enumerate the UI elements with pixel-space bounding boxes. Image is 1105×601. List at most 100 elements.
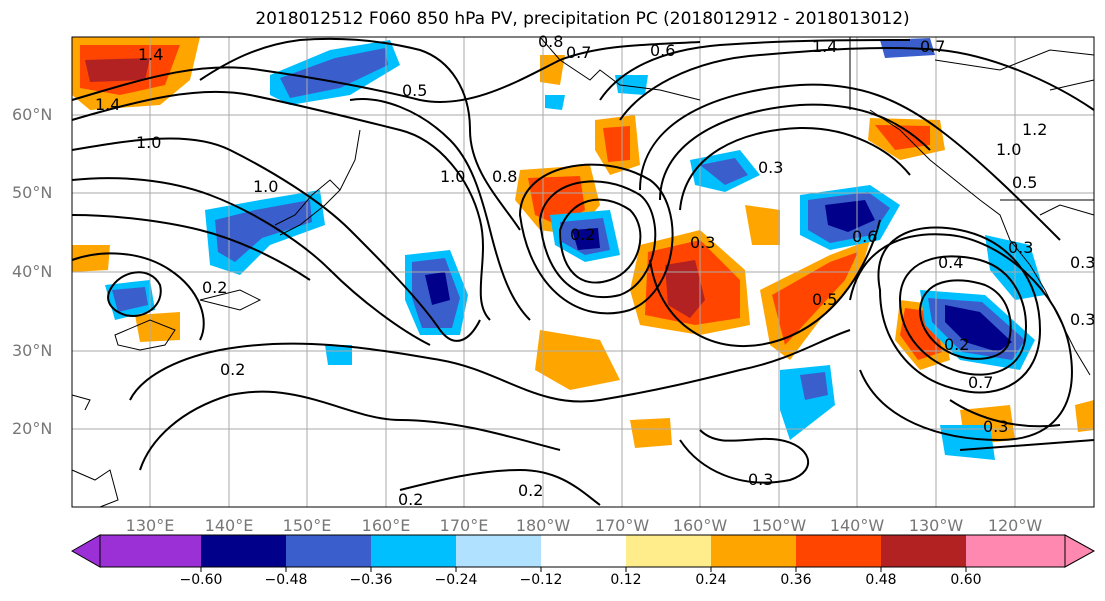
colorbar-segment (371, 535, 456, 567)
contour-label: 0.7 (968, 373, 993, 392)
lon-label: 140°W (829, 516, 885, 535)
shade-pos-i (630, 418, 672, 448)
lat-label: 30°N (12, 341, 53, 360)
shade-pos-b-core (603, 126, 630, 162)
lon-label: 150°W (751, 516, 807, 535)
lon-label: 170°E (439, 516, 489, 535)
contour-label: 0.3 (1008, 238, 1033, 257)
contour-label: 0.5 (402, 81, 427, 100)
precipitation-shading (72, 37, 1094, 460)
shade-pos-h (535, 330, 620, 390)
colorbar-segment (711, 535, 796, 567)
lat-label: 20°N (12, 419, 53, 438)
contour-label: 0.3 (690, 233, 715, 252)
shade-pos-nw-dark (85, 58, 150, 82)
colorbar-segment (201, 535, 286, 567)
contour-label: 1.0 (253, 177, 278, 196)
contour-label: 0.3 (748, 470, 773, 489)
colorbar-tick-label: −0.48 (264, 572, 308, 588)
contour-label: 0.3 (758, 158, 783, 177)
lon-label: 180°W (515, 516, 571, 535)
contour-label: 0.6 (650, 41, 675, 60)
shade-pos-k (72, 245, 110, 272)
shade-neg-e-dark (825, 200, 875, 232)
lon-label: 160°E (361, 516, 411, 535)
colorbar-segment (966, 535, 1065, 567)
lon-label: 130°W (908, 516, 964, 535)
colorbar-extend-high (1064, 534, 1096, 568)
shade-pos-n (540, 55, 565, 85)
lon-label: 120°W (987, 516, 1043, 535)
lon-label: 160°W (672, 516, 728, 535)
contour-label: 0.8 (538, 32, 563, 51)
contour-label: 0.2 (202, 278, 227, 297)
colorbar-segment (626, 535, 711, 567)
shade-neg-k (940, 425, 995, 460)
shade-pos-g (745, 205, 780, 245)
shade-pos-f-core (875, 125, 930, 150)
shade-neg-d-dark (572, 228, 600, 250)
colorbar-segment (796, 535, 881, 567)
colorbar-segment (100, 535, 201, 567)
colorbar-frame (99, 534, 1066, 568)
shade-neg-c-dark (425, 272, 450, 305)
contour-label: 1.0 (996, 140, 1021, 159)
contour-label: 0.3 (1070, 310, 1095, 329)
contour-label-group: 1.4 0.8 0.7 0.6 1.4 0.7 1.4 1.0 0.5 1.0 … (95, 32, 1095, 509)
contour-label: 0.2 (398, 490, 423, 509)
shade-pos-m (1075, 400, 1094, 432)
contour-label: 1.4 (138, 45, 163, 64)
contour-label: 0.3 (983, 417, 1008, 436)
colorbar-segment (456, 535, 541, 567)
shade-neg-g-core (700, 158, 748, 185)
shade-pos-d-core (772, 252, 858, 345)
colorbar-segment (541, 535, 626, 567)
shade-pos-j (135, 312, 180, 342)
contour-label: 1.0 (440, 167, 465, 186)
contour-label: 0.2 (220, 360, 245, 379)
contour-label: 1.2 (1022, 120, 1047, 139)
contour-label: 0.5 (812, 290, 837, 309)
contour-label: 0.2 (518, 481, 543, 500)
lon-label: 130°E (125, 516, 175, 535)
shade-neg-n (615, 75, 648, 95)
lon-label: 140°E (204, 516, 254, 535)
contour-label: 1.0 (136, 133, 161, 152)
contour-label: 1.4 (812, 37, 837, 56)
contour-label: 0.7 (566, 43, 591, 62)
colorbar-tick-label: −0.60 (179, 572, 223, 588)
colorbar-tick-label: 0.12 (610, 572, 642, 588)
shade-neg-b-core (215, 200, 312, 262)
map-frame (71, 36, 1095, 508)
colorbar (70, 534, 1096, 572)
contour-label: 0.2 (944, 335, 969, 354)
colorbar-segment (286, 535, 371, 567)
contour-label: 0.5 (1012, 173, 1037, 192)
lon-label: 150°E (282, 516, 332, 535)
shade-pos-c-dark (665, 260, 705, 318)
graticule (72, 37, 1094, 507)
contour-label: 0.7 (920, 37, 945, 56)
shade-neg-o (545, 95, 565, 110)
colorbar-tick-label: 0.60 (950, 572, 982, 588)
colorbar-tick-label: 0.36 (780, 572, 812, 588)
colorbar-extend-low (70, 534, 101, 568)
colorbar-tick-label: −0.12 (519, 572, 563, 588)
contour-label: 0.6 (852, 227, 877, 246)
map-title: 2018012512 F060 850 hPa PV, precipitatio… (255, 9, 910, 29)
lat-label: 50°N (12, 183, 53, 202)
colorbar-tick-label: −0.24 (434, 572, 478, 588)
contour-label: 1.4 (95, 95, 120, 114)
lat-label: 40°N (12, 262, 53, 281)
colorbar-segment (881, 535, 966, 567)
pv-contours (71, 37, 1095, 506)
lon-label: 170°W (594, 516, 650, 535)
contour-label: 0.8 (492, 167, 517, 186)
shade-neg-m (325, 345, 352, 365)
shade-neg-f-dark (945, 305, 1012, 352)
contour-label: 0.4 (938, 253, 963, 272)
shade-neg-h-core (112, 287, 148, 312)
contour-label: 0.2 (570, 225, 595, 244)
lat-label: 60°N (12, 105, 53, 124)
